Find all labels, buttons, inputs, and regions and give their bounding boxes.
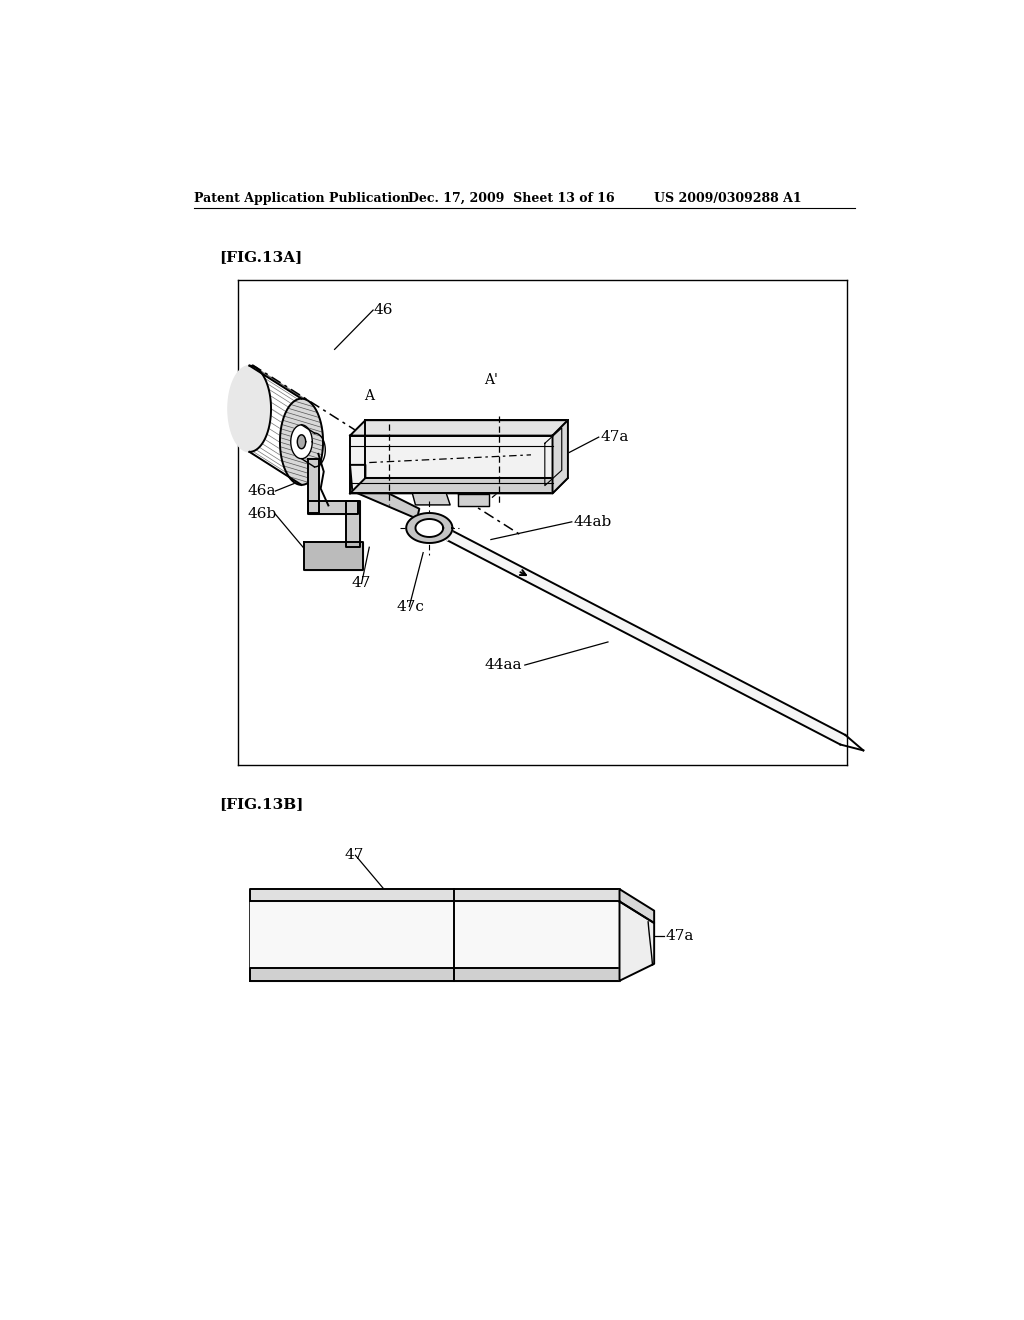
Polygon shape <box>620 902 654 981</box>
Text: Patent Application Publication: Patent Application Publication <box>195 191 410 205</box>
Polygon shape <box>350 420 568 436</box>
Polygon shape <box>350 436 553 494</box>
Polygon shape <box>307 502 357 515</box>
Polygon shape <box>458 494 488 507</box>
Text: 47c: 47c <box>396 599 424 614</box>
Polygon shape <box>553 420 568 494</box>
Text: 44aa: 44aa <box>484 659 522 672</box>
Polygon shape <box>416 519 443 537</box>
Polygon shape <box>407 513 453 543</box>
Text: [FIG.13B]: [FIG.13B] <box>219 797 303 810</box>
Text: A: A <box>365 388 374 403</box>
Polygon shape <box>250 902 620 981</box>
Polygon shape <box>620 890 654 923</box>
Polygon shape <box>291 425 312 458</box>
Polygon shape <box>250 969 620 981</box>
Polygon shape <box>350 478 568 494</box>
Polygon shape <box>447 531 845 744</box>
Text: 47: 47 <box>351 577 371 590</box>
Polygon shape <box>250 890 620 902</box>
Text: V: V <box>398 474 409 487</box>
Text: US 2009/0309288 A1: US 2009/0309288 A1 <box>654 191 802 205</box>
Polygon shape <box>304 543 364 570</box>
Text: 44ab: 44ab <box>573 515 611 529</box>
Text: 47a: 47a <box>600 430 629 444</box>
Text: Dec. 17, 2009  Sheet 13 of 16: Dec. 17, 2009 Sheet 13 of 16 <box>408 191 614 205</box>
Text: 46b: 46b <box>248 507 276 521</box>
Polygon shape <box>307 459 319 512</box>
Polygon shape <box>346 502 360 548</box>
Text: 47b: 47b <box>514 474 543 487</box>
Text: 46a: 46a <box>248 484 276 498</box>
Polygon shape <box>413 494 451 506</box>
Polygon shape <box>430 521 453 540</box>
Polygon shape <box>350 465 419 519</box>
Text: A': A' <box>484 374 498 387</box>
Text: 47: 47 <box>345 849 364 862</box>
Text: 46: 46 <box>373 304 392 317</box>
Polygon shape <box>280 399 323 484</box>
Text: 47a: 47a <box>666 929 694 942</box>
Text: [FIG.13A]: [FIG.13A] <box>219 249 302 264</box>
Polygon shape <box>228 366 323 484</box>
Polygon shape <box>297 434 305 449</box>
